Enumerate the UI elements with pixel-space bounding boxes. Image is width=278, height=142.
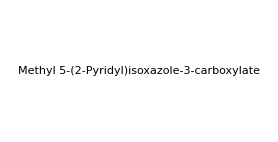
Text: Methyl 5-(2-Pyridyl)isoxazole-3-carboxylate: Methyl 5-(2-Pyridyl)isoxazole-3-carboxyl… — [18, 66, 260, 76]
